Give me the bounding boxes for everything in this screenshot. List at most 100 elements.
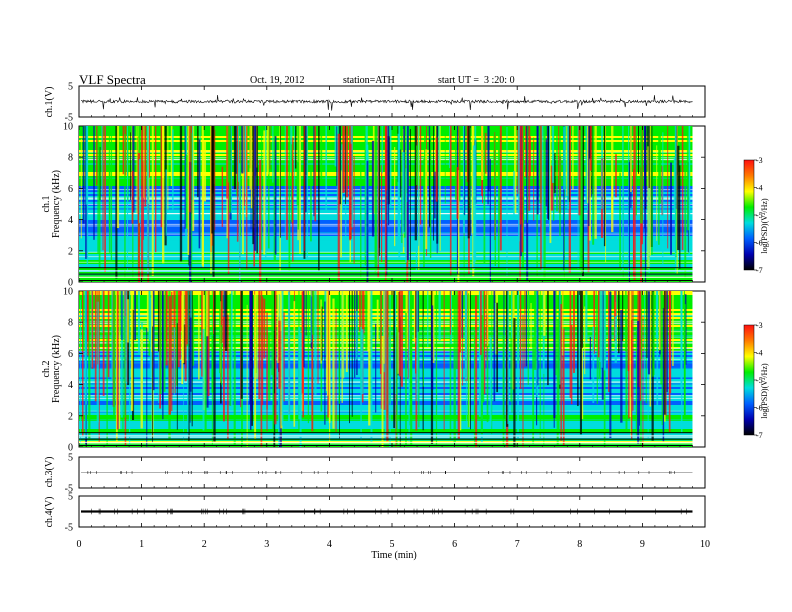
spec-streak xyxy=(562,328,565,446)
ch2-spectrogram-channel-label: ch.2 xyxy=(41,361,52,378)
spec-streak xyxy=(170,126,173,187)
spec-streak xyxy=(246,126,248,270)
spec-streak xyxy=(274,136,277,255)
spec-streak xyxy=(413,291,416,343)
spec-streak xyxy=(85,322,87,439)
y-tick-label: 0 xyxy=(68,278,73,289)
spec-streak xyxy=(429,126,432,258)
spec-streak xyxy=(384,291,387,442)
spec-streak xyxy=(487,126,489,205)
spec-streak xyxy=(593,291,595,354)
spec-streak xyxy=(651,126,653,256)
spec-streak xyxy=(393,291,396,429)
spec-streak xyxy=(229,126,231,213)
y-tick-label: -5 xyxy=(65,113,73,124)
spec-streak xyxy=(596,308,598,404)
spec-streak xyxy=(464,126,466,216)
spec-streak xyxy=(562,291,564,356)
spec-streak xyxy=(595,291,597,344)
spec-streak xyxy=(637,320,640,444)
x-tick-label: 8 xyxy=(577,539,582,550)
spec-streak xyxy=(649,126,651,256)
spec-streak xyxy=(98,291,100,443)
spec-streak xyxy=(229,293,232,406)
x-tick-label: 9 xyxy=(640,539,645,550)
spec-streak xyxy=(435,137,438,202)
spec-streak xyxy=(594,126,597,239)
spec-streak xyxy=(589,158,591,241)
spec-streak xyxy=(494,126,497,267)
spec-streak xyxy=(140,329,143,429)
spec-streak xyxy=(425,149,428,250)
spec-streak xyxy=(618,291,620,354)
ch4-waveform-ylabel: ch.4(V) xyxy=(44,497,55,528)
spec-streak xyxy=(553,291,555,428)
spec-streak xyxy=(118,291,121,429)
spec-streak xyxy=(527,126,528,223)
spec-streak xyxy=(281,291,284,426)
y-tick-label: 8 xyxy=(68,318,73,329)
spec-streak xyxy=(122,304,124,431)
station-label: station=ATH xyxy=(343,75,395,86)
spec-streak xyxy=(374,126,377,275)
spec-streak xyxy=(83,291,85,351)
spec-streak xyxy=(519,291,522,390)
spec-streak xyxy=(414,126,417,241)
spec-streak xyxy=(491,291,493,435)
spec-streak xyxy=(462,318,464,386)
spec-streak xyxy=(152,291,155,391)
ch4-waveform-plot xyxy=(81,508,693,515)
spec-streak xyxy=(558,126,560,190)
spec-streak xyxy=(581,291,584,420)
spec-streak xyxy=(108,169,111,253)
spec-streak xyxy=(116,291,119,430)
spec-line xyxy=(79,281,693,282)
spec-streak xyxy=(345,126,349,198)
spec-streak xyxy=(211,291,213,447)
spec-streak xyxy=(249,291,251,405)
spec-streak xyxy=(462,126,465,234)
spec-streak xyxy=(381,335,384,447)
spec-streak xyxy=(202,138,204,268)
spec-streak xyxy=(518,126,522,225)
spec-streak xyxy=(130,291,134,411)
spec-low-band xyxy=(79,267,693,269)
spec-streak xyxy=(360,326,362,440)
spec-streak xyxy=(254,294,257,440)
spec-streak xyxy=(465,291,468,379)
spec-streak xyxy=(189,126,191,213)
x-tick-label: 4 xyxy=(327,539,332,550)
spec-streak xyxy=(97,291,99,365)
spec-streak xyxy=(168,296,171,415)
spec-streak xyxy=(620,309,623,423)
spec-streak xyxy=(305,291,307,336)
spec-streak xyxy=(559,126,561,237)
spec-streak xyxy=(647,146,650,270)
spec-streak xyxy=(272,291,275,433)
spec-streak xyxy=(579,126,582,271)
spec-streak xyxy=(123,291,126,340)
x-tick-label: 10 xyxy=(700,539,710,550)
ch1-spectrogram-plot xyxy=(79,126,693,282)
spec-streak xyxy=(537,291,539,386)
spec-streak xyxy=(566,126,568,196)
spec-streak xyxy=(210,126,212,274)
spec-streak xyxy=(191,291,193,427)
spec-streak xyxy=(189,161,192,282)
spec-streak xyxy=(317,291,319,384)
spec-streak xyxy=(80,299,81,444)
spec-streak xyxy=(661,291,663,426)
spec-streak xyxy=(408,291,410,442)
spec-streak xyxy=(459,291,462,431)
spec-streak xyxy=(658,126,662,204)
spec-streak xyxy=(510,333,512,402)
spec-streak xyxy=(674,126,677,273)
spec-streak xyxy=(568,126,571,273)
spec-streak xyxy=(221,325,223,385)
spec-streak xyxy=(679,165,681,269)
spec-streak xyxy=(183,291,185,441)
spec-streak xyxy=(486,314,488,361)
spec-streak xyxy=(464,291,466,381)
spec-streak xyxy=(272,126,274,183)
spec-streak xyxy=(513,170,515,215)
